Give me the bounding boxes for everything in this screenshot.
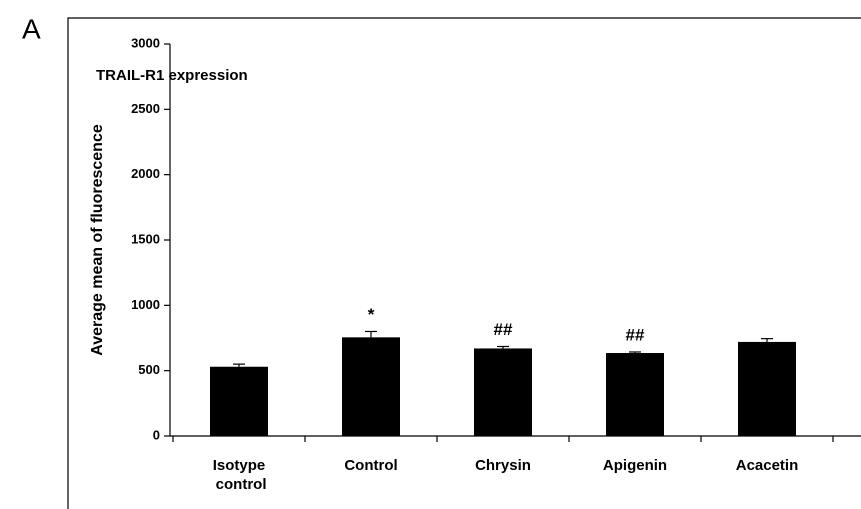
- x-tick-label: Isotype control: [212, 457, 267, 493]
- x-tick-label: Control: [344, 457, 397, 474]
- x-tick-label: Acacetin: [736, 457, 799, 474]
- chart-title: TRAIL-R1 expression: [96, 67, 248, 84]
- y-tick-label: 2000: [131, 166, 160, 181]
- error-bar: [497, 345, 509, 349]
- error-bar: [761, 338, 773, 342]
- error-bar: [629, 351, 641, 354]
- y-tick-label: 0: [153, 427, 160, 442]
- x-tick-label: Chrysin: [475, 457, 531, 474]
- bar: [738, 341, 796, 436]
- bar: [474, 348, 532, 436]
- panel-frame: [67, 17, 861, 509]
- bar: [210, 366, 268, 436]
- y-tick-label: 1000: [131, 297, 160, 312]
- y-tick-label: 500: [138, 362, 160, 377]
- y-axis-label: Average mean of fluorescence: [89, 124, 106, 356]
- panel-label: A: [22, 13, 41, 44]
- x-tick-label: Apigenin: [603, 457, 667, 474]
- bar: [342, 337, 400, 436]
- error-bar: [233, 363, 245, 367]
- annotation: ##: [494, 320, 513, 339]
- y-tick-label: 1500: [131, 231, 160, 246]
- bar: [606, 353, 664, 436]
- annotation: *: [368, 305, 375, 324]
- y-tick-label: 2500: [131, 101, 160, 116]
- y-tick-label: 3000: [131, 35, 160, 50]
- error-bar: [365, 330, 377, 338]
- annotation: ##: [626, 325, 645, 344]
